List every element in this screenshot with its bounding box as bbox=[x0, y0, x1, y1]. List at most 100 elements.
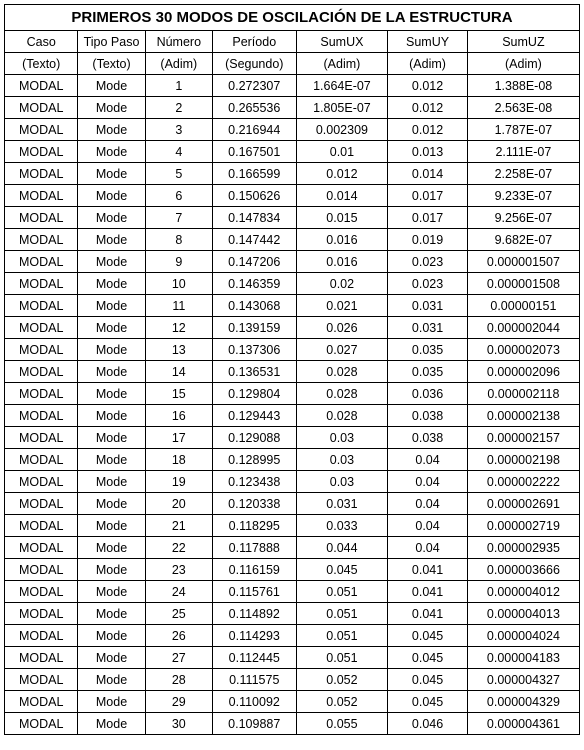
cell: 9 bbox=[145, 251, 212, 273]
table-row: MODALMode200.1203380.0310.040.000002691 bbox=[5, 493, 580, 515]
cell: 0.166599 bbox=[212, 163, 296, 185]
cell: 0.045 bbox=[388, 647, 468, 669]
table-row: MODALMode290.1100920.0520.0450.000004329 bbox=[5, 691, 580, 713]
cell: Mode bbox=[78, 537, 145, 559]
cell: 0.033 bbox=[296, 515, 388, 537]
cell: 0.000002138 bbox=[467, 405, 579, 427]
cell: MODAL bbox=[5, 251, 78, 273]
cell: 14 bbox=[145, 361, 212, 383]
table-row: MODALMode300.1098870.0550.0460.000004361 bbox=[5, 713, 580, 735]
cell: MODAL bbox=[5, 185, 78, 207]
cell: 0.000004327 bbox=[467, 669, 579, 691]
header-row: CasoTipo PasoNúmeroPeríodoSumUXSumUYSumU… bbox=[5, 31, 580, 53]
cell: Mode bbox=[78, 713, 145, 735]
cell: Mode bbox=[78, 581, 145, 603]
col-header: Caso bbox=[5, 31, 78, 53]
cell: 0.147206 bbox=[212, 251, 296, 273]
cell: Mode bbox=[78, 119, 145, 141]
cell: 0.123438 bbox=[212, 471, 296, 493]
cell: 0.035 bbox=[388, 361, 468, 383]
cell: 0.272307 bbox=[212, 75, 296, 97]
table-row: MODALMode230.1161590.0450.0410.000003666 bbox=[5, 559, 580, 581]
cell: 22 bbox=[145, 537, 212, 559]
cell: MODAL bbox=[5, 119, 78, 141]
table-row: MODALMode210.1182950.0330.040.000002719 bbox=[5, 515, 580, 537]
col-header: Período bbox=[212, 31, 296, 53]
table-row: MODALMode110.1430680.0210.0310.00000151 bbox=[5, 295, 580, 317]
cell: 0.026 bbox=[296, 317, 388, 339]
cell: 0.017 bbox=[388, 185, 468, 207]
cell: 0.000002719 bbox=[467, 515, 579, 537]
cell: Mode bbox=[78, 669, 145, 691]
cell: 15 bbox=[145, 383, 212, 405]
cell: 0.136531 bbox=[212, 361, 296, 383]
cell: 5 bbox=[145, 163, 212, 185]
cell: 0.114293 bbox=[212, 625, 296, 647]
cell: 0.118295 bbox=[212, 515, 296, 537]
cell: MODAL bbox=[5, 163, 78, 185]
cell: Mode bbox=[78, 141, 145, 163]
cell: 19 bbox=[145, 471, 212, 493]
cell: 28 bbox=[145, 669, 212, 691]
cell: Mode bbox=[78, 185, 145, 207]
cell: 17 bbox=[145, 427, 212, 449]
cell: 0.143068 bbox=[212, 295, 296, 317]
table-row: MODALMode60.1506260.0140.0179.233E-07 bbox=[5, 185, 580, 207]
cell: MODAL bbox=[5, 625, 78, 647]
cell: 0.051 bbox=[296, 625, 388, 647]
cell: Mode bbox=[78, 251, 145, 273]
cell: 0.000002096 bbox=[467, 361, 579, 383]
cell: 1.787E-07 bbox=[467, 119, 579, 141]
cell: 0.147834 bbox=[212, 207, 296, 229]
cell: MODAL bbox=[5, 383, 78, 405]
table-row: MODALMode30.2169440.0023090.0121.787E-07 bbox=[5, 119, 580, 141]
cell: MODAL bbox=[5, 647, 78, 669]
cell: 2.258E-07 bbox=[467, 163, 579, 185]
cell: 0.000004361 bbox=[467, 713, 579, 735]
cell: 18 bbox=[145, 449, 212, 471]
cell: 0.000001508 bbox=[467, 273, 579, 295]
cell: 0.129088 bbox=[212, 427, 296, 449]
cell: 0.150626 bbox=[212, 185, 296, 207]
cell: MODAL bbox=[5, 339, 78, 361]
cell: Mode bbox=[78, 339, 145, 361]
cell: MODAL bbox=[5, 471, 78, 493]
cell: 1.805E-07 bbox=[296, 97, 388, 119]
modal-table: PRIMEROS 30 MODOS DE OSCILACIÓN DE LA ES… bbox=[4, 4, 580, 735]
table-row: MODALMode250.1148920.0510.0410.000004013 bbox=[5, 603, 580, 625]
cell: 24 bbox=[145, 581, 212, 603]
cell: MODAL bbox=[5, 141, 78, 163]
cell: 0.139159 bbox=[212, 317, 296, 339]
cell: 0.051 bbox=[296, 603, 388, 625]
cell: 0.044 bbox=[296, 537, 388, 559]
cell: 0.038 bbox=[388, 405, 468, 427]
cell: 0.000002935 bbox=[467, 537, 579, 559]
cell: 0.000002157 bbox=[467, 427, 579, 449]
table-row: MODALMode270.1124450.0510.0450.000004183 bbox=[5, 647, 580, 669]
cell: Mode bbox=[78, 647, 145, 669]
cell: 0.051 bbox=[296, 647, 388, 669]
cell: 0.000004024 bbox=[467, 625, 579, 647]
cell: MODAL bbox=[5, 229, 78, 251]
cell: MODAL bbox=[5, 669, 78, 691]
col-unit: (Segundo) bbox=[212, 53, 296, 75]
cell: 0.051 bbox=[296, 581, 388, 603]
cell: 0.019 bbox=[388, 229, 468, 251]
table-row: MODALMode20.2655361.805E-070.0122.563E-0… bbox=[5, 97, 580, 119]
table-row: MODALMode160.1294430.0280.0380.000002138 bbox=[5, 405, 580, 427]
cell: 0.128995 bbox=[212, 449, 296, 471]
table-row: MODALMode40.1675010.010.0132.111E-07 bbox=[5, 141, 580, 163]
cell: 0.000002198 bbox=[467, 449, 579, 471]
cell: 21 bbox=[145, 515, 212, 537]
cell: 0.01 bbox=[296, 141, 388, 163]
cell: 0.265536 bbox=[212, 97, 296, 119]
cell: 9.682E-07 bbox=[467, 229, 579, 251]
cell: Mode bbox=[78, 295, 145, 317]
cell: 0.046 bbox=[388, 713, 468, 735]
cell: 0.04 bbox=[388, 537, 468, 559]
col-header: SumUX bbox=[296, 31, 388, 53]
cell: 0.038 bbox=[388, 427, 468, 449]
cell: 0.000002691 bbox=[467, 493, 579, 515]
table-row: MODALMode150.1298040.0280.0360.000002118 bbox=[5, 383, 580, 405]
cell: 29 bbox=[145, 691, 212, 713]
